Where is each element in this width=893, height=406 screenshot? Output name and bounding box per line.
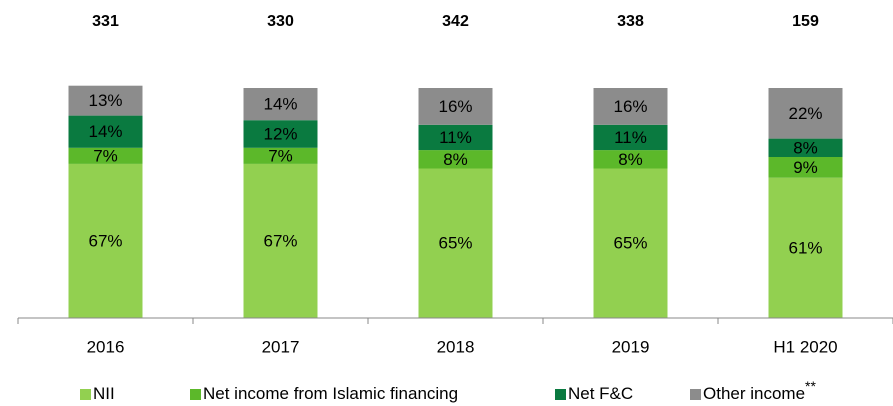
segment-label: 67% [263, 231, 297, 250]
legend-swatch [690, 389, 701, 400]
bar-segment [68, 115, 143, 148]
bar-segment [243, 120, 318, 148]
segment-label: 61% [788, 238, 822, 257]
legend-label: Other income** [703, 378, 816, 404]
legend-footnote: ** [805, 378, 816, 394]
legend-name: Other income [703, 384, 805, 403]
segment-label: 14% [263, 95, 297, 114]
segment-label: 7% [93, 146, 118, 165]
bar-segment [68, 147, 143, 164]
total-label: 159 [792, 13, 819, 30]
bar-segment [593, 124, 668, 151]
bar-segment [418, 88, 493, 125]
segment-label: 11% [614, 128, 647, 147]
segment-label: 11% [439, 128, 472, 147]
x-tick-label: 2018 [437, 337, 475, 356]
segment-label: 67% [88, 231, 122, 250]
segment-label: 7% [268, 146, 293, 165]
legend-label: Net income from Islamic financing [203, 384, 458, 403]
segment-label: 13% [88, 91, 122, 110]
segment-label: 8% [443, 150, 468, 169]
segment-label: 65% [613, 234, 647, 253]
bar-segment [68, 163, 143, 318]
x-tick-label: 2016 [87, 337, 125, 356]
bar-segment [768, 138, 843, 157]
x-tick-label: H1 2020 [773, 337, 837, 356]
segment-label: 22% [788, 104, 822, 123]
segment-label: 16% [613, 97, 647, 116]
bar-segment [243, 163, 318, 318]
total-label: 342 [442, 13, 469, 30]
segment-label: 9% [793, 158, 818, 177]
segment-label: 65% [438, 234, 472, 253]
legend-name: Net F&C [568, 384, 633, 403]
bar-segment [593, 150, 668, 169]
total-label: 330 [267, 13, 294, 30]
bar-segment [418, 124, 493, 151]
total-label: 338 [617, 13, 644, 30]
segment-label: 12% [263, 124, 297, 143]
bar-segment [768, 157, 843, 178]
legend-swatch [80, 389, 91, 400]
bar-segment [593, 88, 668, 125]
bar-segment [593, 168, 668, 318]
bar-segment [243, 147, 318, 164]
bar-segment [243, 88, 318, 121]
legend-name: NII [93, 384, 115, 403]
legend-swatch [555, 389, 566, 400]
segment-label: 16% [438, 97, 472, 116]
bar-segment [418, 150, 493, 169]
segment-label: 8% [793, 138, 818, 157]
bar-segment [768, 177, 843, 318]
segment-label: 8% [618, 150, 643, 169]
bar-segment [768, 88, 843, 139]
legend-swatch [190, 389, 201, 400]
x-tick-label: 2019 [612, 337, 650, 356]
legend-name: Net income from Islamic financing [203, 384, 458, 403]
bar-segment [68, 85, 143, 116]
total-label: 331 [92, 13, 119, 30]
bar-segment [418, 168, 493, 318]
x-tick-label: 2017 [262, 337, 300, 356]
legend-label: NII [93, 384, 115, 403]
segment-label: 14% [88, 122, 122, 141]
legend-label: Net F&C [568, 384, 633, 403]
